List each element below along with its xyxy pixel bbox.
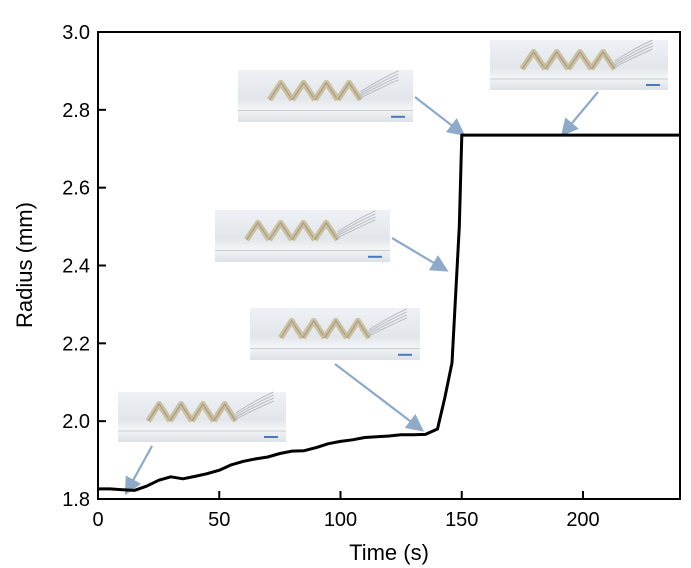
y-axis-ticks: 1.8 2.0 2.2 2.4 2.6 2.8 3.0 [62,22,106,511]
annotation-arrows [124,91,599,496]
photo-inset [118,391,286,442]
photo-inset [215,210,390,262]
photo-inset [250,308,420,360]
y-tick-label: 2.6 [62,178,90,200]
annotation-arrow [414,96,466,136]
y-tick-label: 2.2 [62,333,90,355]
series-line [98,133,680,492]
photo-inset [490,39,668,90]
y-axis-label: Radius (mm) [12,202,37,328]
x-tick-label: 150 [445,509,478,531]
annotation-arrow [391,237,449,272]
x-tick-label: 100 [324,509,357,531]
photo-insets [118,39,668,442]
y-tick-label: 3.0 [62,22,90,44]
y-tick-label: 2.8 [62,100,90,122]
annotation-arrow [334,363,425,432]
y-tick-label: 1.8 [62,489,90,511]
x-axis-ticks: 0 50 100 150 200 [92,491,600,531]
x-tick-label: 200 [566,509,599,531]
y-tick-label: 2.4 [62,256,90,278]
x-tick-label: 50 [208,509,230,531]
annotation-arrow [560,91,599,137]
annotation-arrow [124,445,153,496]
x-tick-label: 0 [92,509,103,531]
y-tick-label: 2.0 [62,411,90,433]
x-axis-label: Time (s) [349,540,429,565]
photo-inset [238,70,413,122]
